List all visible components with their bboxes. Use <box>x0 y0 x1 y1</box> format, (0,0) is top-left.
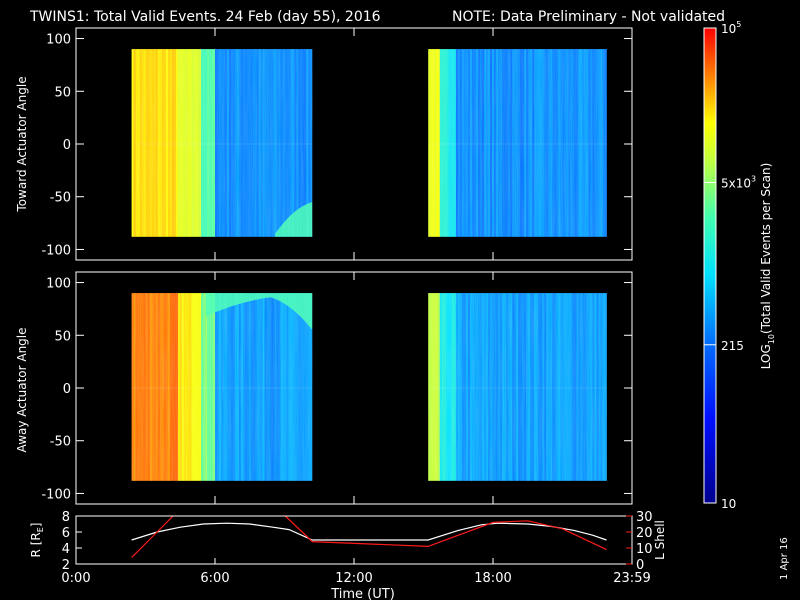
y-tick-label: -50 <box>50 191 71 206</box>
lshell-tick-label: 0 <box>636 558 644 573</box>
radius-tick-label: 4 <box>62 542 70 557</box>
colorbar-tick-label: 105 <box>721 20 741 36</box>
y-tick-label: -100 <box>41 243 71 258</box>
x-tick-label: 12:00 <box>335 571 372 586</box>
away-y-label: Away Actuator Angle <box>15 327 29 452</box>
radius-series-line <box>131 522 607 541</box>
chart-note: NOTE: Data Preliminary - Not validated <box>452 9 725 25</box>
colorbar-tick-label: 5x103 <box>721 174 756 190</box>
radius-tick-label: 6 <box>62 526 70 541</box>
radius-tick-label: 2 <box>62 558 70 573</box>
y-tick-label: 100 <box>46 33 71 48</box>
lshell-axis-label: L Shell <box>653 520 667 560</box>
toward-heatmap-panel: 100 50 0 -50 -100 <box>41 27 633 261</box>
colorbar-tick-label: 10 <box>721 497 736 511</box>
y-tick-label: 0 <box>63 138 71 153</box>
colorbar-gradient <box>703 27 717 504</box>
lshell-tick-label: 10 <box>636 542 653 557</box>
toward-y-label: Toward Actuator Angle <box>15 76 29 212</box>
x-axis-label: Time (UT) <box>330 587 395 600</box>
y-tick-label: 0 <box>63 382 71 397</box>
radius-tick-label: 8 <box>62 510 70 525</box>
lshell-tick-label: 20 <box>636 526 653 541</box>
x-tick-label: 0:00 <box>61 571 90 586</box>
colorbar-label: LOG10(Total Valid Events per Scan) <box>759 163 776 370</box>
colorbar: 105 5x103 215 10 LOG10(Total Valid Events p… <box>703 20 776 511</box>
x-tick-label: 18:00 <box>474 571 511 586</box>
away-heatmap-panel: 100 50 0 -50 -100 <box>41 271 633 505</box>
date-stamp: 1 Apr 16 <box>779 537 790 580</box>
lshell-tick-label: 30 <box>636 510 653 525</box>
y-tick-label: -50 <box>50 435 71 450</box>
colorbar-tick-label: 215 <box>721 339 744 353</box>
y-tick-label: 100 <box>46 277 71 292</box>
chart-title: TWINS1: Total Valid Events. 24 Feb (day … <box>29 9 381 25</box>
y-tick-label: 50 <box>54 329 71 344</box>
y-tick-label: 50 <box>54 85 71 100</box>
x-tick-label: 23:59 <box>613 571 650 586</box>
y-tick-label: -100 <box>41 487 71 502</box>
radius-axis-label: R [RE] <box>29 523 45 558</box>
x-tick-label: 6:00 <box>200 571 229 586</box>
lshell-series-line <box>131 516 607 559</box>
